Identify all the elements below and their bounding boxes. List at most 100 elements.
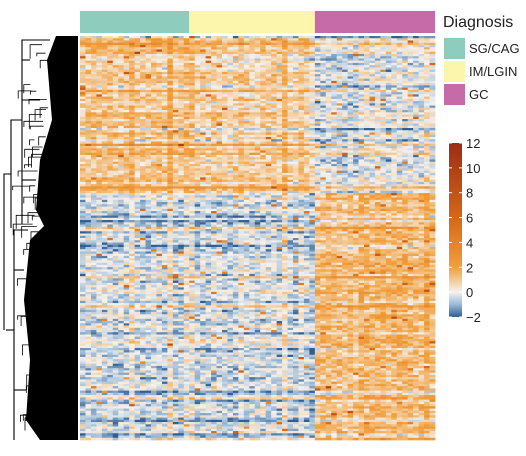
heatmap-cell: [380, 128, 387, 131]
heatmap-cell: [407, 94, 414, 97]
heatmap-cell: [347, 76, 354, 79]
heatmap-cell: [385, 92, 392, 95]
heatmap-cell: [396, 44, 403, 48]
heatmap-cell: [303, 116, 310, 120]
heatmap-cell: [331, 83, 338, 86]
heatmap-cell: [216, 69, 223, 73]
heatmap-cell: [407, 184, 414, 187]
heatmap-cell: [194, 137, 201, 140]
heatmap-cell: [374, 69, 381, 73]
heatmap-cell: [303, 139, 310, 142]
heatmap-cell: [194, 132, 201, 136]
heatmap-cell: [222, 175, 228, 178]
heatmap-cell: [325, 168, 332, 172]
heatmap-cell: [320, 87, 327, 91]
heatmap-cell: [418, 58, 425, 62]
heatmap-cell: [222, 143, 228, 147]
heatmap-cell: [309, 172, 316, 176]
heatmap-cell: [85, 119, 92, 122]
heatmap-cell: [211, 40, 217, 44]
heatmap-cell: [205, 166, 212, 169]
heatmap-cell: [227, 107, 234, 111]
heatmap-cell: [129, 177, 135, 180]
heatmap-cell: [325, 145, 332, 149]
heatmap-cell: [336, 177, 343, 180]
heatmap-cell: [391, 74, 398, 77]
heatmap-cell: [167, 53, 174, 57]
heatmap-cell: [249, 36, 256, 39]
heatmap-cell: [238, 38, 245, 41]
heatmap-cell: [134, 110, 141, 113]
heatmap-cell: [200, 114, 206, 118]
heatmap-cell: [107, 181, 114, 185]
heatmap-cell: [424, 128, 430, 131]
heatmap-cell: [276, 199, 283, 203]
heatmap-cell: [265, 143, 272, 147]
heatmap-cell: [325, 47, 332, 50]
heatmap-cell: [189, 190, 196, 194]
heatmap-cell: [216, 123, 223, 127]
heatmap-cell: [254, 170, 261, 174]
heatmap-cell: [178, 112, 185, 115]
heatmap-cell: [232, 112, 239, 115]
heatmap-cell: [243, 170, 250, 174]
heatmap-cell: [194, 195, 201, 198]
heatmap-cell: [172, 143, 179, 147]
heatmap-cell: [189, 60, 196, 64]
heatmap-cell: [227, 172, 234, 176]
heatmap-cell: [189, 175, 196, 178]
heatmap-cell: [353, 154, 359, 158]
heatmap-cell: [374, 179, 381, 183]
heatmap-cell: [189, 116, 196, 120]
heatmap-cell: [303, 36, 310, 39]
heatmap-cell: [413, 150, 419, 154]
heatmap-cell: [90, 168, 97, 172]
heatmap-cell: [347, 134, 354, 138]
heatmap-cell: [205, 36, 212, 39]
heatmap-cell: [200, 168, 206, 172]
heatmap-cell: [123, 107, 130, 111]
heatmap-cell: [238, 56, 245, 59]
heatmap-cell: [429, 60, 436, 64]
heatmap-cell: [396, 148, 403, 151]
heatmap-cell: [265, 159, 272, 163]
heatmap-cell: [303, 42, 310, 46]
heatmap-cell: [309, 134, 316, 138]
heatmap-cell: [413, 62, 419, 66]
heatmap-cell: [161, 181, 168, 185]
heatmap-cell: [107, 134, 114, 138]
heatmap-cell: [227, 152, 234, 156]
heatmap-cell: [211, 184, 217, 187]
heatmap-cell: [303, 96, 310, 100]
heatmap-cell: [145, 96, 152, 100]
heatmap-cell: [424, 53, 430, 57]
heatmap-cell: [391, 159, 398, 163]
heatmap-cell: [413, 112, 419, 115]
heatmap-row: [80, 195, 436, 198]
heatmap-cell: [145, 168, 152, 172]
heatmap-cell: [140, 67, 146, 71]
heatmap-cell: [129, 60, 135, 64]
heatmap-cell: [183, 161, 190, 165]
heatmap-cell: [194, 58, 201, 62]
heatmap-cell: [96, 67, 103, 71]
heatmap-cell: [107, 62, 114, 66]
heatmap-cell: [112, 85, 119, 88]
heatmap-cell: [325, 184, 332, 187]
heatmap-cell: [342, 101, 348, 104]
heatmap-cell: [96, 69, 103, 73]
heatmap-cell: [211, 161, 217, 165]
heatmap-cell: [134, 103, 141, 106]
heatmap-cell: [265, 137, 272, 140]
heatmap-cell: [407, 42, 414, 46]
heatmap-cell: [222, 56, 228, 59]
heatmap-cell: [391, 60, 398, 64]
heatmap-cell: [101, 83, 108, 86]
heatmap-cell: [391, 154, 398, 158]
heatmap-cell: [90, 112, 97, 115]
heatmap-cell: [331, 123, 338, 127]
heatmap-cell: [325, 197, 332, 201]
heatmap-cell: [314, 154, 321, 158]
heatmap-cell: [167, 157, 174, 160]
heatmap-cell: [424, 47, 430, 50]
